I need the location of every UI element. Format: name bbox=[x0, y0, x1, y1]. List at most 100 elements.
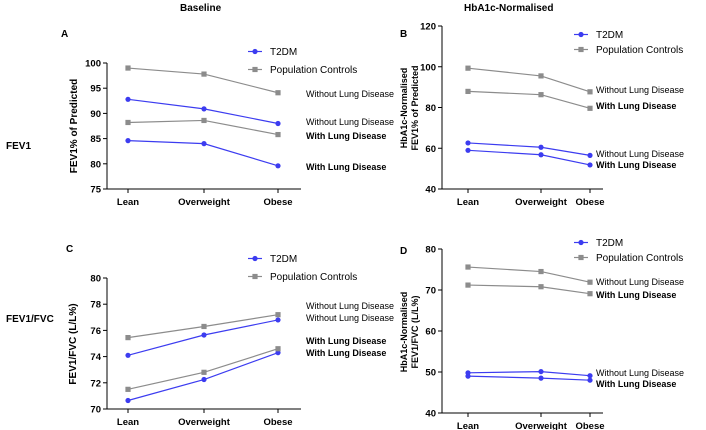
data-point bbox=[538, 268, 544, 275]
y-tick-label: 70 bbox=[425, 286, 436, 297]
y-axis-label: HbA1c-NormalisedFEV1/FVC (L/L%) bbox=[399, 292, 420, 373]
x-tick-label: Lean bbox=[117, 197, 139, 208]
legend-entry: T2DM bbox=[596, 238, 623, 249]
series-line bbox=[467, 370, 591, 377]
data-point bbox=[587, 105, 593, 111]
series-annotation: With Lung Disease bbox=[306, 348, 386, 358]
y-tick-label: 60 bbox=[425, 144, 436, 155]
series-annotation: With Lung Disease bbox=[596, 101, 676, 111]
chart-panel-a: A 75 80 85 90 95 100 Lean Overweight Obese FEV1% o… bbox=[61, 29, 394, 208]
row-label-fev1-fvc: FEV1/FVC bbox=[6, 314, 54, 325]
series-annotation: With Lung Disease bbox=[596, 160, 676, 170]
data-point bbox=[538, 368, 544, 375]
series-annotation: Without Lung Disease bbox=[306, 301, 394, 311]
series-annotation: Without Lung Disease bbox=[306, 313, 394, 323]
x-tick-label: Obese bbox=[575, 421, 604, 430]
y-tick-label: 40 bbox=[425, 185, 436, 196]
data-point bbox=[125, 138, 131, 144]
y-tick-label: 76 bbox=[90, 326, 101, 337]
legend-entry: T2DM bbox=[270, 47, 297, 58]
legend-marker bbox=[578, 46, 584, 53]
data-point bbox=[465, 88, 471, 95]
series-annotation: Without Lung Disease bbox=[596, 85, 684, 95]
series-annotation: With Lung Disease bbox=[306, 336, 386, 346]
y-tick-label: 80 bbox=[90, 274, 101, 285]
series-line bbox=[467, 284, 591, 295]
series-annotation: Without Lung Disease bbox=[596, 277, 684, 287]
data-point bbox=[538, 152, 544, 158]
series-annotation: With Lung Disease bbox=[596, 379, 676, 389]
chart-panel-d: D 40 50 60 70 80 Lean Overweight Obese HbA1c-Norm… bbox=[399, 238, 684, 430]
series-line bbox=[467, 90, 591, 109]
data-point bbox=[201, 323, 207, 330]
y-tick-label: 100 bbox=[420, 62, 436, 73]
y-tick-label: 70 bbox=[90, 405, 101, 416]
legend-entry: T2DM bbox=[596, 30, 623, 41]
data-point bbox=[275, 120, 281, 127]
data-point bbox=[201, 369, 207, 375]
x-tick-label: Lean bbox=[117, 417, 139, 428]
data-point bbox=[275, 312, 281, 318]
chart-panel-b: B 40 60 80 100 120 Lean Overweight Obese HbA1c-No… bbox=[399, 22, 684, 209]
y-tick-label: 80 bbox=[425, 103, 436, 114]
y-tick-label: 85 bbox=[90, 134, 101, 145]
y-tick-label: 75 bbox=[90, 185, 101, 196]
data-point bbox=[538, 284, 544, 290]
y-tick-label: 40 bbox=[425, 409, 436, 420]
legend-entry: T2DM bbox=[270, 254, 297, 265]
data-point bbox=[201, 141, 207, 147]
legend-marker bbox=[578, 239, 584, 246]
x-tick-label: Overweight bbox=[178, 417, 231, 428]
panel-label: C bbox=[66, 244, 73, 255]
series-annotation: Without Lung Disease bbox=[596, 149, 684, 159]
y-tick-label: 72 bbox=[90, 378, 101, 389]
panel-label: B bbox=[400, 29, 407, 40]
x-tick-label: Obese bbox=[575, 197, 604, 208]
legend-entry: Population Controls bbox=[270, 272, 357, 283]
data-point bbox=[465, 140, 471, 146]
row-label-fev1: FEV1 bbox=[6, 141, 32, 152]
data-point bbox=[587, 162, 593, 168]
legend-entry: Population Controls bbox=[270, 65, 357, 76]
y-axis-label: HbA1c-NormalisedFEV1% of Predicted bbox=[399, 65, 420, 150]
y-tick-label: 80 bbox=[425, 245, 436, 256]
data-point bbox=[275, 346, 281, 352]
data-point bbox=[125, 335, 131, 341]
data-point bbox=[465, 147, 471, 153]
y-tick-label: 120 bbox=[420, 22, 436, 33]
column-title-hba1c-normalised: HbA1c-Normalised bbox=[464, 3, 554, 14]
y-tick-label: 50 bbox=[425, 368, 436, 379]
data-point bbox=[125, 65, 131, 71]
data-point bbox=[125, 386, 131, 392]
data-point bbox=[465, 282, 471, 288]
data-point bbox=[465, 65, 471, 71]
data-point bbox=[125, 96, 131, 102]
y-tick-label: 90 bbox=[90, 109, 101, 120]
data-point bbox=[275, 131, 281, 138]
data-point bbox=[465, 373, 471, 379]
data-point bbox=[201, 117, 207, 124]
y-tick-label: 95 bbox=[90, 84, 101, 95]
x-tick-label: Obese bbox=[263, 197, 292, 208]
legend-entry: Population Controls bbox=[596, 253, 683, 264]
panel-label: D bbox=[400, 246, 407, 257]
data-point bbox=[275, 317, 281, 323]
data-point bbox=[125, 119, 131, 126]
data-point bbox=[201, 376, 207, 383]
series-line bbox=[467, 266, 591, 283]
y-tick-label: 74 bbox=[90, 352, 101, 363]
data-point bbox=[587, 291, 593, 297]
series-annotation: Without Lung Disease bbox=[596, 368, 684, 378]
legend-marker bbox=[252, 255, 258, 262]
x-tick-label: Lean bbox=[457, 197, 479, 208]
data-point bbox=[201, 71, 207, 77]
data-point bbox=[587, 279, 593, 285]
column-title-baseline: Baseline bbox=[180, 3, 222, 14]
x-tick-label: Obese bbox=[263, 417, 292, 428]
x-tick-label: Overweight bbox=[515, 197, 568, 208]
data-point bbox=[587, 89, 593, 95]
y-tick-label: 80 bbox=[90, 159, 101, 170]
data-point bbox=[465, 264, 471, 270]
series-annotation: Without Lung Disease bbox=[306, 89, 394, 99]
data-point bbox=[275, 350, 281, 356]
